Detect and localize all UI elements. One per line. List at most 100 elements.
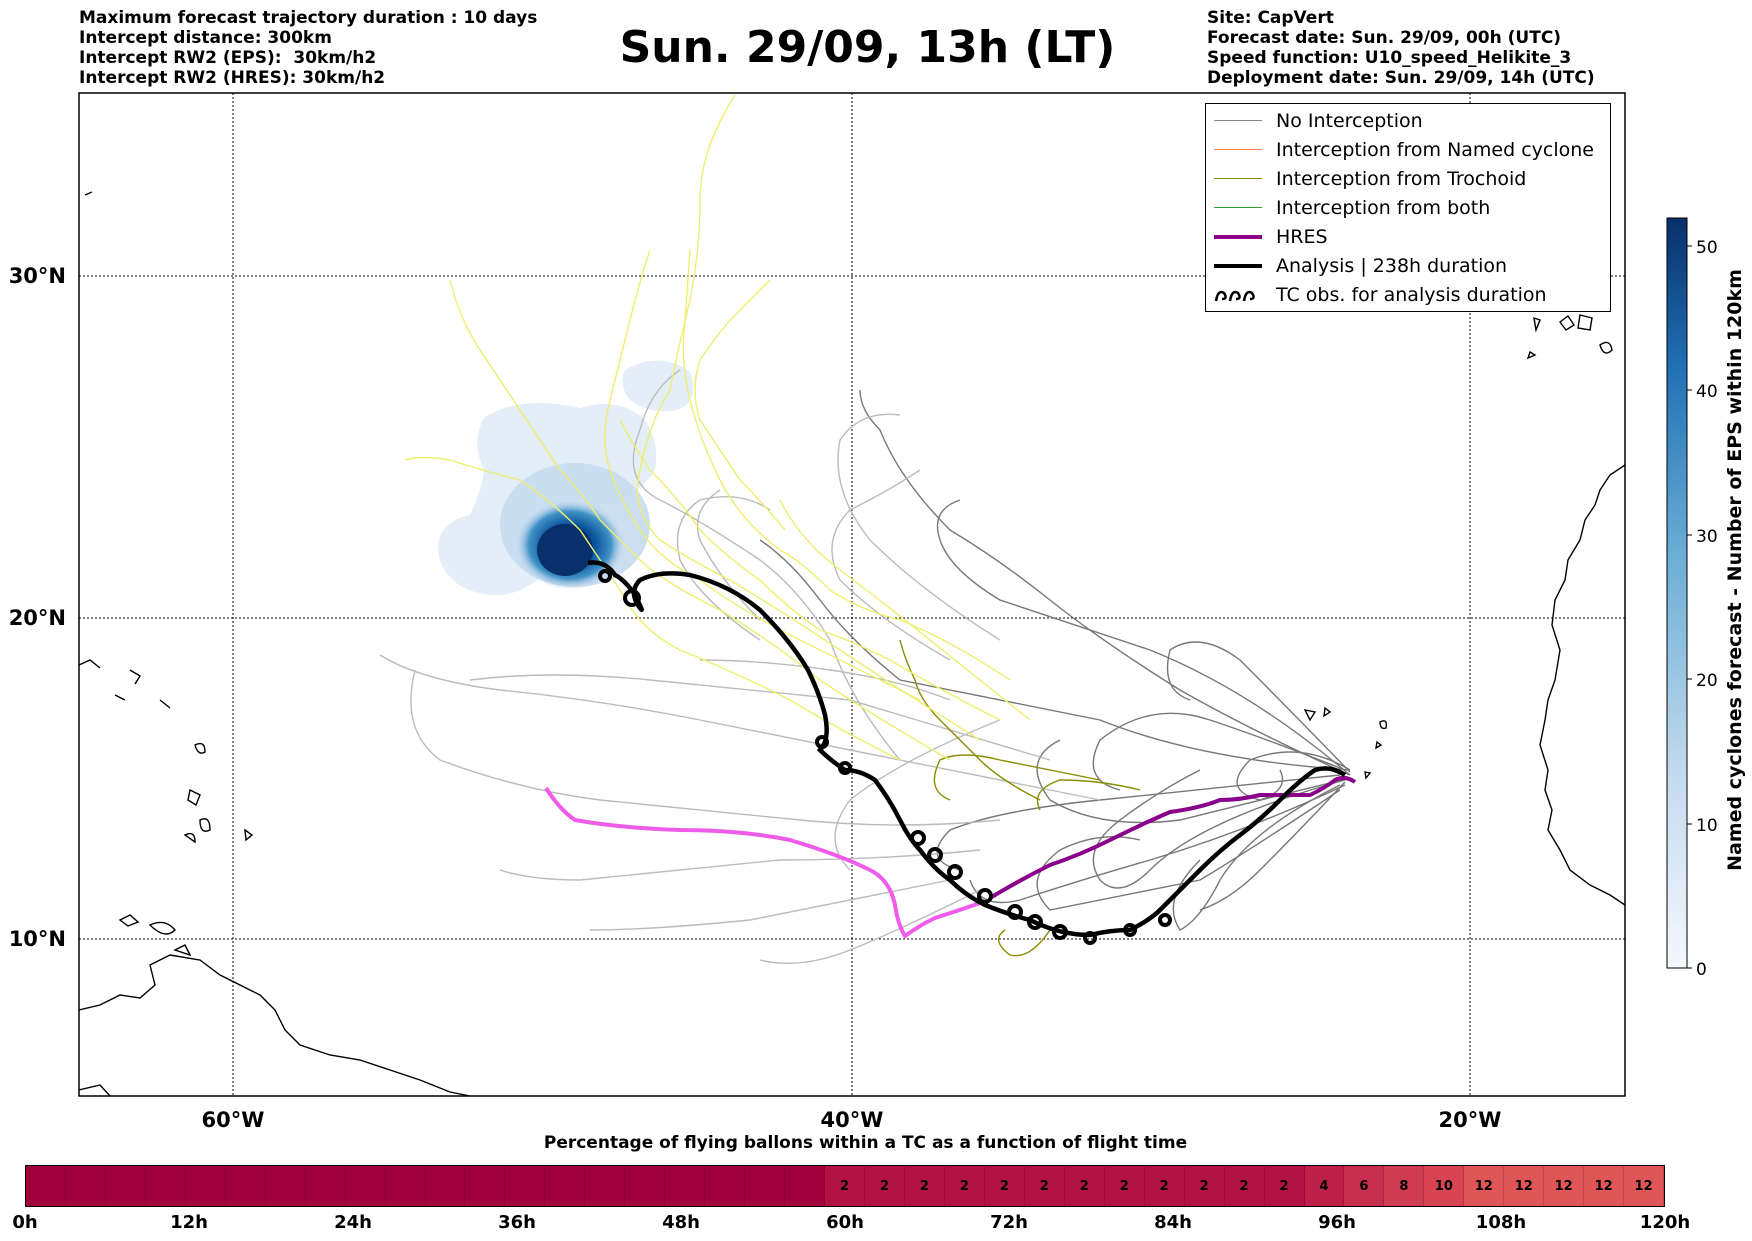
header-right-line: Forecast date: Sun. 29/09, 00h (UTC) — [1207, 28, 1562, 48]
header-right: Site: CapVert Forecast date: Sun. 29/09,… — [1207, 8, 1595, 88]
flight-bar-cell — [625, 1166, 666, 1206]
legend-swatch — [1214, 263, 1262, 268]
loops-icon — [1214, 290, 1255, 301]
header-left: Maximum forecast trajectory duration : 1… — [79, 8, 537, 88]
header-right-line: Speed function: U10_speed_Helikite_3 — [1207, 48, 1572, 68]
analysis-loops — [598, 569, 1172, 945]
colorbar-tick: 20 — [1696, 671, 1718, 691]
legend-swatch — [1214, 149, 1262, 150]
legend-label: HRES — [1276, 225, 1328, 248]
flight-bar-cell — [505, 1166, 546, 1206]
header-left-line: Maximum forecast trajectory duration : 1… — [79, 8, 538, 28]
colorbar-label: Named cyclones forecast - Number of EPS … — [1724, 269, 1746, 871]
legend-swatch — [1214, 234, 1262, 239]
coastlines — [79, 191, 1625, 1096]
lon-label-40w: 40°W — [821, 1108, 884, 1130]
flight-bar-cell: 2 — [1224, 1166, 1265, 1206]
flight-bar-cell — [465, 1166, 506, 1206]
header-left-line: Intercept distance: 300km — [79, 28, 332, 48]
flight-bar-cell — [585, 1166, 626, 1206]
flight-bar-cell: 8 — [1384, 1166, 1425, 1206]
hres-alt-trajectory — [544, 786, 981, 939]
colorbar-tick: 0 — [1696, 960, 1707, 980]
flight-bar-cell — [665, 1166, 706, 1206]
header-left-line: Intercept RW2 (HRES): 30km/h2 — [79, 68, 386, 88]
header-left-line: Intercept RW2 (EPS): 30km/h2 — [79, 48, 377, 68]
flight-bar-cell: 2 — [904, 1166, 945, 1206]
flight-bar-cell: 12 — [1504, 1166, 1545, 1206]
flight-tick-label: 96h — [1318, 1212, 1356, 1233]
flight-bar-cell: 12 — [1584, 1166, 1625, 1206]
flight-bar-cell — [385, 1166, 426, 1206]
flight-tick-label: 60h — [826, 1212, 864, 1233]
legend-item-no-interception: No Interception — [1214, 106, 1423, 135]
flight-bar-cell — [265, 1166, 306, 1206]
colorbar-tick: 10 — [1696, 816, 1718, 836]
colorbar-tick: 50 — [1696, 238, 1718, 258]
hres-trajectory — [988, 775, 1357, 900]
legend-swatch — [1214, 120, 1262, 121]
legend-item-analysis: Analysis | 238h duration — [1214, 251, 1507, 280]
legend-label: Analysis | 238h duration — [1276, 254, 1508, 277]
flight-bar-cell: 10 — [1424, 1166, 1465, 1206]
flight-tick-label: 36h — [498, 1212, 536, 1233]
flight-bar-cell: 2 — [944, 1166, 985, 1206]
flight-tick-label: 0h — [12, 1212, 38, 1233]
flight-bar-cell: 2 — [1144, 1166, 1185, 1206]
flight-bar-cell: 2 — [1104, 1166, 1145, 1206]
flight-bar-cell: 2 — [984, 1166, 1025, 1206]
legend-label: No Interception — [1276, 109, 1423, 132]
map-figure: 30°N 20°N 10°N 60°W 40°W 20°W 50 40 30 2… — [9, 92, 1718, 1130]
lon-label-20w: 20°W — [1439, 1108, 1502, 1130]
flight-bar-cell — [425, 1166, 466, 1206]
flight-bar-cell — [345, 1166, 386, 1206]
legend-item-both: Interception from both — [1214, 193, 1490, 222]
lat-label-20n: 20°N — [9, 606, 66, 630]
flight-bar-cell: 2 — [865, 1166, 905, 1206]
flight-tick-label: 108h — [1475, 1212, 1527, 1233]
flight-bar-cell: 2 — [825, 1166, 866, 1206]
flight-bar-cell: 6 — [1344, 1166, 1385, 1206]
flight-tick-label: 72h — [990, 1212, 1028, 1233]
legend-item-tc-obs: TC obs. for analysis duration — [1214, 280, 1547, 309]
named-cyclone-trajectories — [404, 94, 1031, 761]
flight-bar-cell: 12 — [1544, 1166, 1585, 1206]
flight-tick-label: 12h — [170, 1212, 208, 1233]
legend-label: TC obs. for analysis duration — [1276, 283, 1547, 306]
flight-tick-label: 84h — [1154, 1212, 1192, 1233]
colorbar-tick: 40 — [1696, 382, 1718, 402]
legend-item-trochoid: Interception from Trochoid — [1214, 164, 1526, 193]
legend-item-named-cyclone: Interception from Named cyclone — [1214, 135, 1594, 164]
flight-time-bar: 2 2 2 2 2 2 2 2 2 2 2 2 4 6 8 10 12 12 12 12 12 — [25, 1165, 1665, 1207]
legend-label: Interception from both — [1276, 196, 1491, 219]
flight-bar-cell — [65, 1166, 106, 1206]
flight-bar-cell — [225, 1166, 266, 1206]
flight-bar-cell — [105, 1166, 146, 1206]
legend-label: Interception from Trochoid — [1276, 167, 1527, 190]
flight-tick-label: 48h — [662, 1212, 700, 1233]
main-title: Sun. 29/09, 13h (LT) — [619, 22, 1116, 73]
flight-bar-cell: 2 — [1064, 1166, 1105, 1206]
legend-swatch — [1214, 207, 1262, 208]
flight-bar-cell — [785, 1166, 826, 1206]
flight-bar-cell — [305, 1166, 346, 1206]
analysis-trajectory — [587, 560, 1347, 938]
legend-item-hres: HRES — [1214, 222, 1328, 251]
flight-bar-cell: 2 — [1184, 1166, 1225, 1206]
flight-bar-cell: 2 — [1264, 1166, 1305, 1206]
flight-bar-cell — [26, 1166, 66, 1206]
colorbar — [1666, 217, 1688, 969]
flight-bar-cell — [705, 1166, 746, 1206]
flight-tick-label: 120h — [1639, 1212, 1691, 1233]
flight-bar-cell — [545, 1166, 586, 1206]
flight-bar-cell — [745, 1166, 786, 1206]
flight-bar-cell: 12 — [1464, 1166, 1505, 1206]
lat-label-10n: 10°N — [9, 927, 66, 951]
flight-bar-cell: 2 — [1024, 1166, 1065, 1206]
header-right-line: Site: CapVert — [1207, 8, 1334, 28]
lat-label-30n: 30°N — [9, 264, 66, 288]
lon-label-60w: 60°W — [202, 1108, 265, 1130]
legend: No Interception Interception from Named … — [1205, 103, 1611, 312]
colorbar-tick: 30 — [1696, 527, 1718, 547]
legend-label: Interception from Named cyclone — [1276, 138, 1594, 161]
